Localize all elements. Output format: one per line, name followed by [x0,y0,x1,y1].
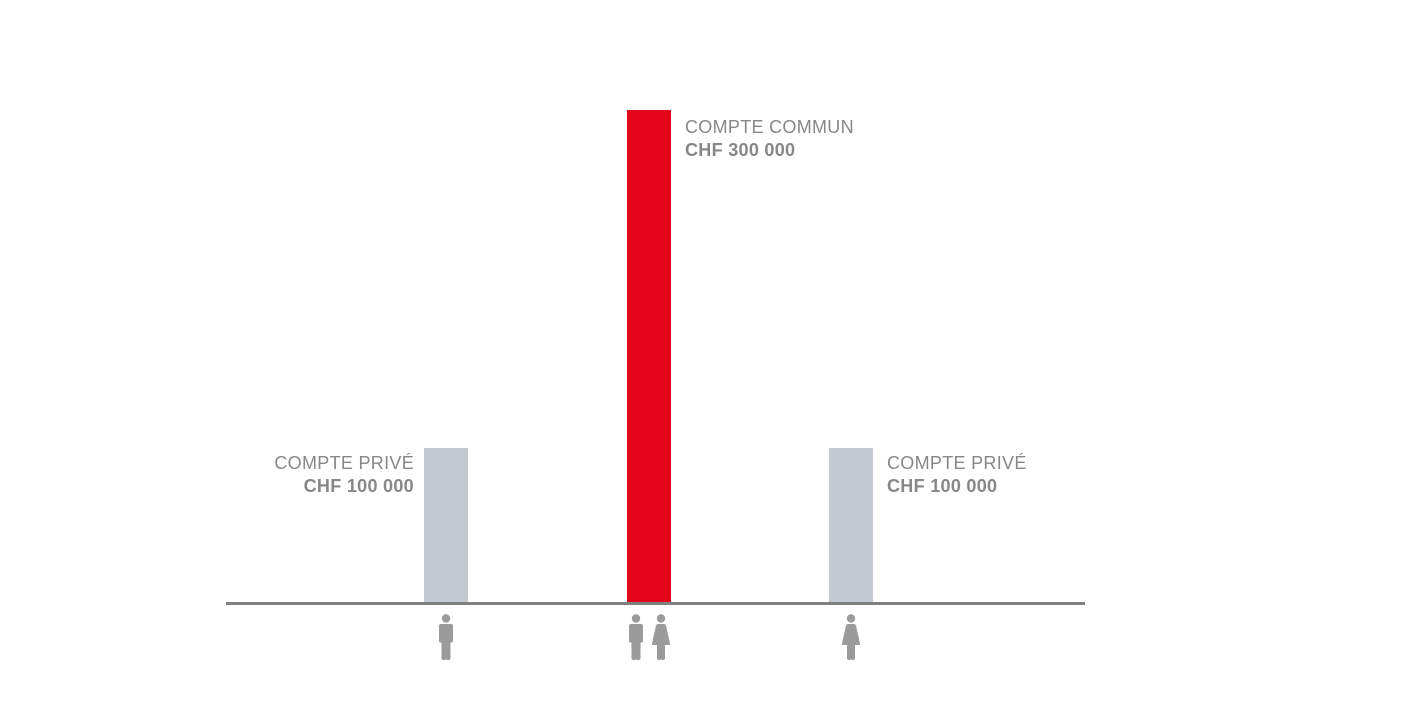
label-title: COMPTE PRIVÉ [887,452,1027,475]
person-icons-prive-2 [841,614,861,660]
label-prive-1: COMPTE PRIVÉCHF 100 000 [274,452,414,497]
label-value: CHF 100 000 [274,475,414,498]
baseline [226,602,1085,605]
man-icon [627,614,645,660]
label-commun: COMPTE COMMUNCHF 300 000 [685,116,854,161]
label-title: COMPTE COMMUN [685,116,854,139]
account-bar-chart: COMPTE PRIVÉCHF 100 000COMPTE COMMUNCHF … [0,0,1420,710]
bar-prive-2 [829,448,873,602]
label-title: COMPTE PRIVÉ [274,452,414,475]
woman-icon [841,614,861,660]
label-prive-2: COMPTE PRIVÉCHF 100 000 [887,452,1027,497]
person-icons-prive-1 [437,614,455,660]
bar-commun [627,110,671,602]
bar-prive-1 [424,448,468,602]
person-icons-commun [627,614,671,660]
label-value: CHF 100 000 [887,475,1027,498]
man-icon [437,614,455,660]
woman-icon [651,614,671,660]
label-value: CHF 300 000 [685,139,854,162]
